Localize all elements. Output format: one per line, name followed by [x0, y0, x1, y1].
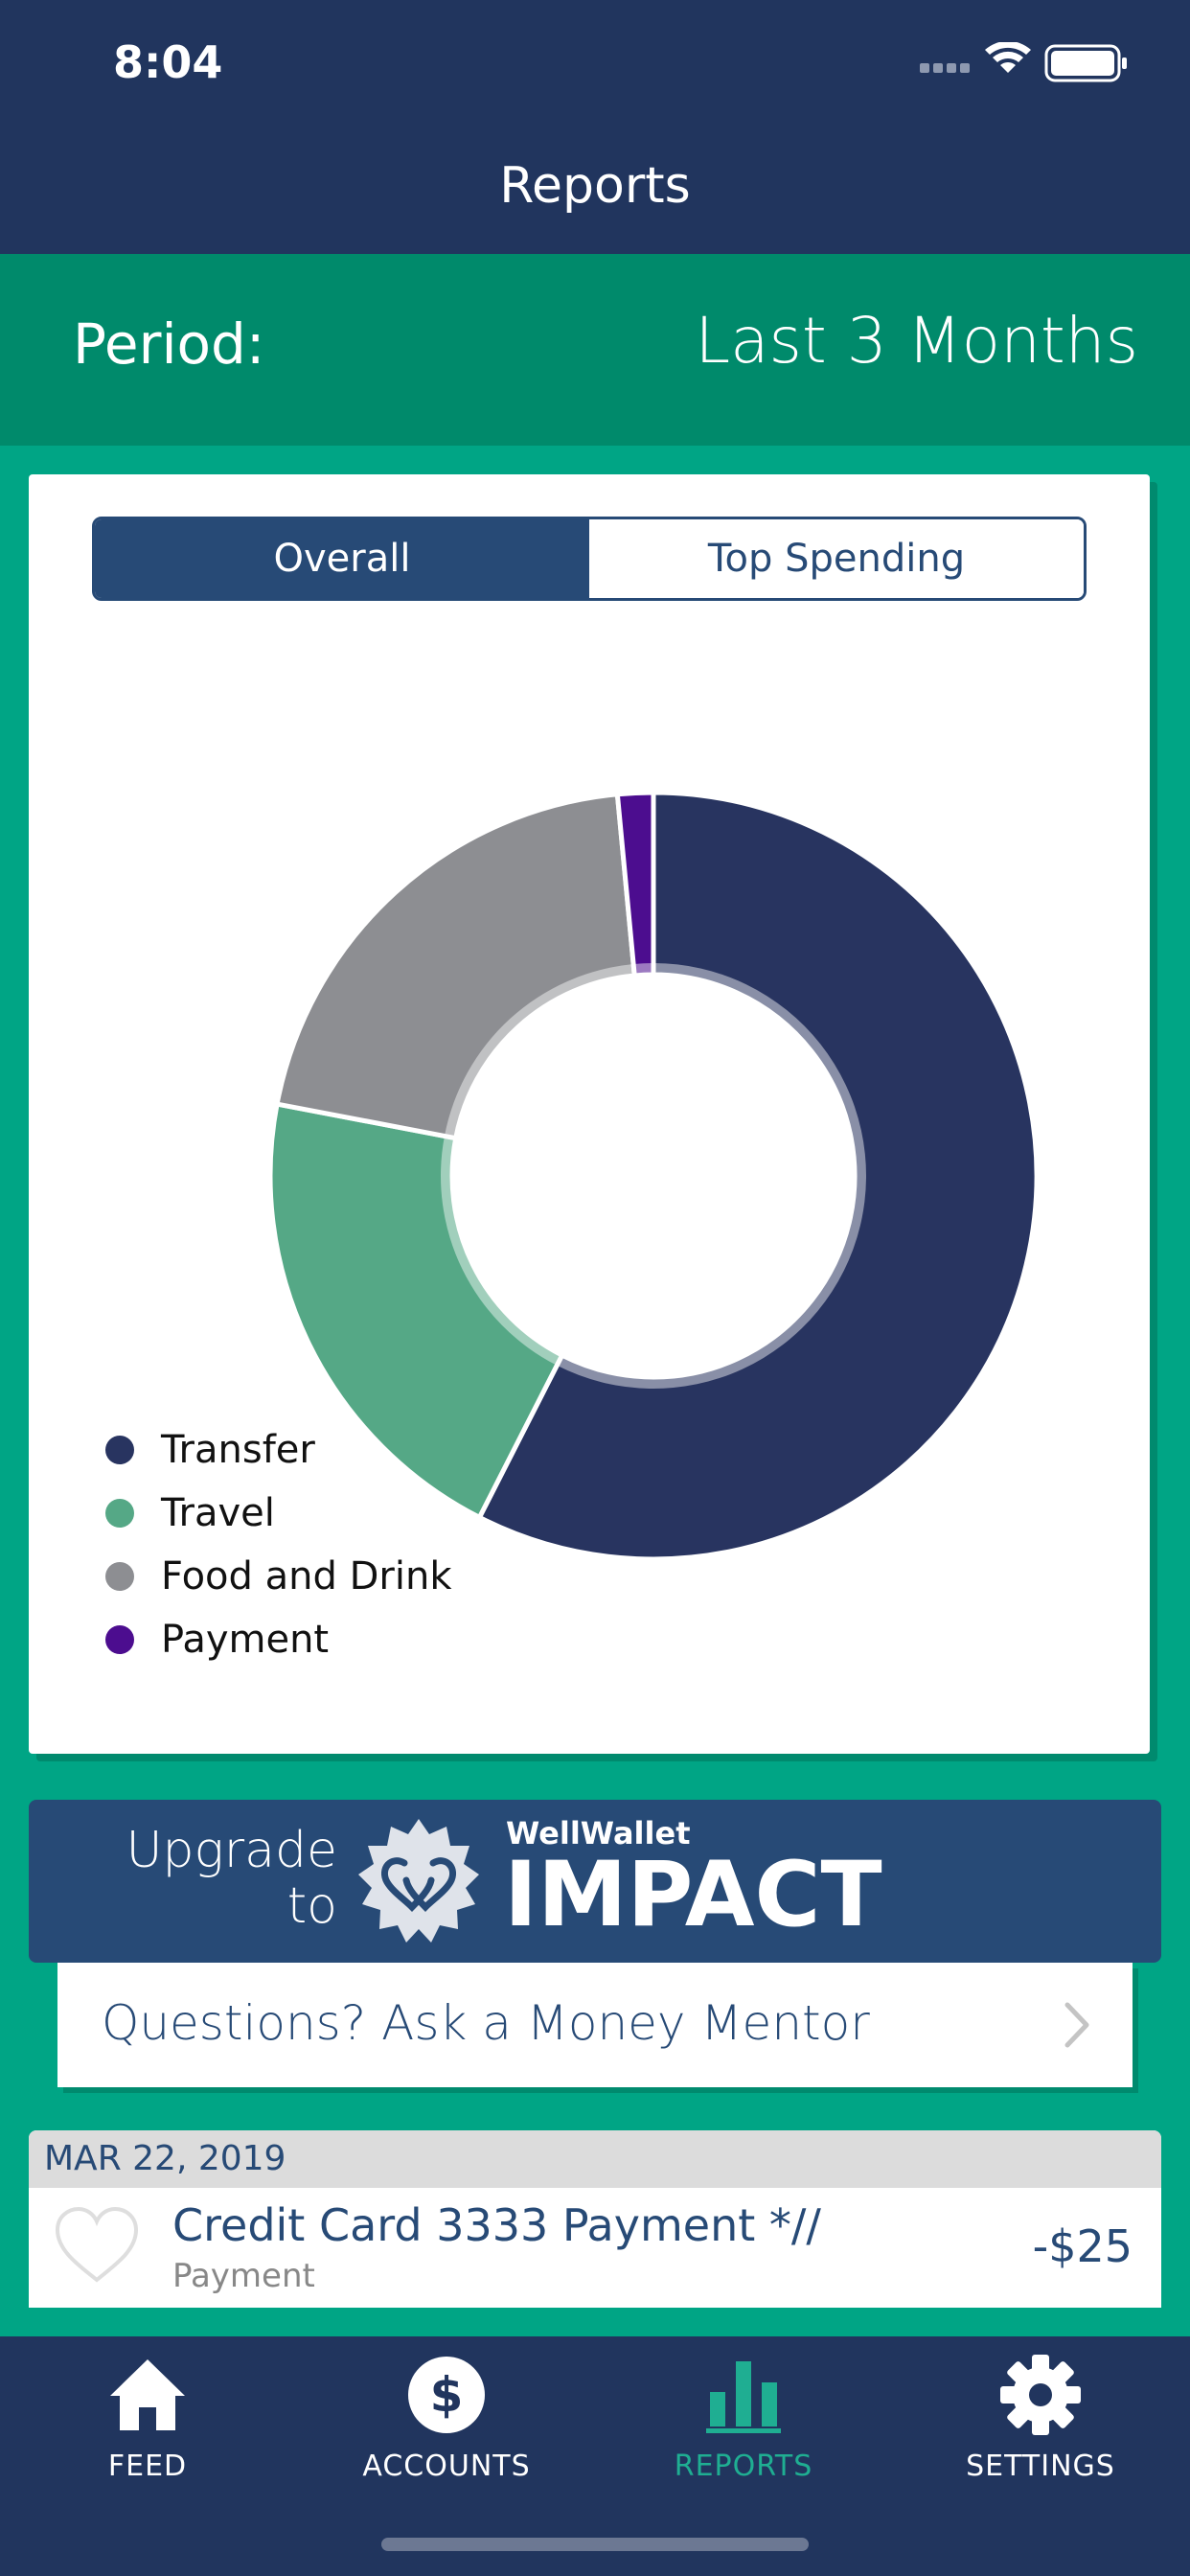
legend-item-travel: Travel — [105, 1482, 451, 1545]
legend-item-transfer: Transfer — [105, 1418, 451, 1482]
status-bar: 8:04 — [0, 0, 1190, 125]
chart-legend: Transfer Travel Food and Drink Payment — [105, 1418, 451, 1671]
upgrade-line1: Upgrade — [126, 1822, 337, 1879]
gear-icon — [1000, 2355, 1081, 2435]
period-selector[interactable]: Period: Last 3 Months — [0, 254, 1190, 446]
dollar-icon: $ — [408, 2357, 485, 2433]
transaction-feed: MAR 22, 2019 Credit Card 3333 Payment */… — [29, 2130, 1161, 2308]
legend-label: Payment — [161, 1618, 330, 1662]
tab-label: FEED — [107, 2450, 188, 2483]
donut-ring-travel — [441, 1136, 567, 1366]
transaction-category: Payment — [172, 2257, 315, 2295]
upgrade-text: Upgrade to — [126, 1823, 337, 1934]
chevron-right-icon — [1064, 2002, 1089, 2048]
brand-name: WellWallet — [506, 1815, 691, 1852]
transaction-row[interactable]: Credit Card 3333 Payment *// Payment -$2… — [29, 2188, 1161, 2308]
tab-label: ACCOUNTS — [362, 2450, 531, 2483]
legend-item-payment: Payment — [105, 1608, 451, 1671]
legend-dot-travel — [105, 1499, 134, 1528]
tab-accounts[interactable]: $ ACCOUNTS — [303, 2354, 590, 2526]
money-mentor-button[interactable]: Questions? Ask a Money Mentor — [57, 1963, 1133, 2087]
donut-slice-payment[interactable] — [614, 790, 656, 978]
bar-chart-icon — [706, 2361, 781, 2433]
legend-label: Travel — [161, 1491, 275, 1535]
segment-overall[interactable]: Overall — [95, 519, 589, 598]
status-time: 8:04 — [113, 36, 223, 88]
wifi-icon — [985, 42, 1031, 73]
period-value[interactable]: Last 3 Months — [695, 304, 1138, 378]
nav-header: Reports — [0, 125, 1190, 254]
report-card: Overall Top Spending Transfer Travel Foo… — [29, 474, 1150, 1754]
transaction-amount: -$25 — [1032, 2220, 1133, 2272]
tab-feed[interactable]: FEED — [4, 2354, 291, 2526]
upgrade-line2: to — [286, 1877, 337, 1935]
segmented-control: Overall Top Spending — [92, 517, 1087, 601]
tab-label: SETTINGS — [966, 2450, 1115, 2483]
donut-hole — [462, 984, 845, 1368]
donut-ring-food-and-drink — [444, 963, 636, 1140]
legend-label: Food and Drink — [161, 1554, 452, 1598]
svg-text:$: $ — [430, 2367, 464, 2423]
legend-label: Transfer — [161, 1428, 315, 1472]
page-title: Reports — [499, 157, 691, 215]
tab-reports[interactable]: REPORTS — [600, 2354, 887, 2526]
brand-product: IMPACT — [504, 1843, 882, 1947]
tab-settings[interactable]: SETTINGS — [897, 2354, 1184, 2526]
status-icons — [920, 42, 1127, 82]
legend-item-food-and-drink: Food and Drink — [105, 1545, 451, 1608]
donut-slice-food-and-drink[interactable] — [274, 792, 637, 1141]
donut-slice-transfer[interactable] — [476, 790, 1040, 1562]
legend-dot-payment — [105, 1625, 134, 1654]
legend-dot-food-and-drink — [105, 1562, 134, 1591]
wellwallet-logo-icon — [358, 1819, 479, 1943]
transaction-title: Credit Card 3333 Payment *// — [172, 2199, 821, 2251]
tab-label: REPORTS — [674, 2450, 813, 2483]
home-icon — [110, 2359, 185, 2430]
donut-slice-travel[interactable] — [267, 1101, 566, 1521]
segment-top-spending[interactable]: Top Spending — [589, 519, 1084, 598]
legend-dot-transfer — [105, 1436, 134, 1464]
home-indicator — [381, 2538, 809, 2551]
money-mentor-label: Questions? Ask a Money Mentor — [102, 1995, 870, 2051]
donut-chart — [267, 790, 1040, 1562]
feed-date-header: MAR 22, 2019 — [29, 2130, 1161, 2188]
tab-bar: FEED $ ACCOUNTS REPORTS — [0, 2336, 1190, 2576]
battery-icon — [1044, 44, 1127, 82]
donut-ring-payment — [633, 963, 653, 985]
signal-icon — [920, 63, 970, 73]
period-label: Period: — [73, 311, 265, 377]
heart-icon[interactable] — [52, 2205, 142, 2286]
upgrade-banner[interactable]: Upgrade to WellWallet IMPACT — [29, 1800, 1161, 1963]
